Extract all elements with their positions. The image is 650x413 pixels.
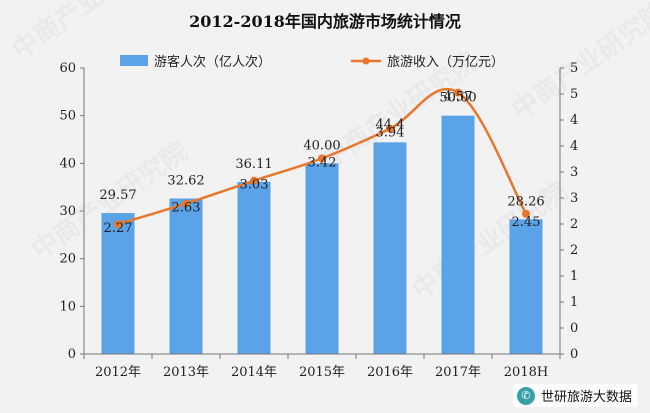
left-axis-tick-label: 20 (59, 252, 76, 267)
revenue-line-point (386, 124, 394, 133)
bar-value-label: 44.4 (376, 117, 405, 132)
revenue-line-point (250, 176, 258, 185)
revenue-line-point (182, 199, 190, 208)
wechat-icon: ✆ (516, 386, 535, 405)
x-axis-label: 2015年 (299, 365, 345, 380)
x-axis-label: 2012年 (95, 365, 141, 380)
right-axis-tick-label: 3 (570, 191, 578, 206)
bar (509, 219, 543, 354)
right-axis: 0 0 1 1 2 2 3 3 4 4 5 5 (559, 61, 578, 362)
x-axis-label: 2014年 (231, 365, 277, 380)
line-value-label: 2.45 (512, 215, 541, 230)
left-axis-tick-label: 0 (68, 347, 76, 362)
right-axis-tick-label: 5 (570, 61, 578, 76)
left-axis: 0 10 20 30 40 50 60 (59, 61, 85, 362)
source-badge-label: 世研旅游大数据 (540, 390, 632, 405)
data-labels: 29.57 32.62 36.11 40.00 44.4 50.00 28.26 2.27 2.… (99, 90, 544, 237)
line-value-label: 2.63 (172, 201, 201, 216)
line-value-label: 3.03 (240, 178, 269, 193)
line-value-label: 3.94 (376, 126, 405, 141)
bar (101, 213, 135, 354)
bar-value-label: 40.00 (303, 138, 340, 153)
revenue-line-point (454, 88, 462, 97)
left-axis-tick-label: 30 (59, 204, 76, 219)
x-axis-label: 2017年 (435, 365, 481, 380)
x-axis: 2012年 2013年 2014年 2015年 2016年 2017年 2018H (83, 353, 561, 380)
legend-line-label: 旅游收入（万亿元） (387, 55, 504, 70)
x-axis-label: 2018H (504, 365, 548, 380)
right-axis-tick-label: 1 (570, 295, 578, 310)
bar-value-label: 29.57 (99, 188, 136, 203)
left-axis-tick-label: 60 (59, 61, 76, 76)
line-value-label: 4.57 (444, 90, 473, 105)
right-axis-tick-label: 0 (570, 347, 578, 362)
bar (169, 198, 203, 354)
bar-value-label: 50.00 (439, 91, 476, 106)
left-axis-tick-label: 10 (59, 299, 76, 314)
right-axis-tick-label: 1 (570, 269, 578, 284)
legend-line-marker (362, 57, 370, 65)
bar (237, 181, 271, 354)
revenue-line (114, 88, 530, 229)
line-value-label: 3.42 (308, 155, 337, 170)
bar (373, 142, 407, 354)
revenue-line-point (318, 154, 326, 163)
bar-value-label: 32.62 (167, 174, 204, 189)
line-value-label: 2.27 (104, 221, 133, 236)
left-axis-tick-label: 40 (59, 156, 76, 171)
left-axis-tick-label: 50 (59, 109, 76, 124)
source-badge: ✆ 世研旅游大数据 (512, 384, 638, 407)
x-axis-label: 2013年 (163, 365, 209, 380)
right-axis-tick-label: 0 (570, 321, 578, 336)
bar (441, 115, 475, 355)
right-axis-tick-label: 5 (570, 87, 578, 102)
right-axis-tick-label: 2 (570, 217, 578, 232)
right-axis-tick-label: 3 (570, 165, 578, 180)
bar-value-label: 28.26 (507, 194, 544, 209)
revenue-line-point (522, 209, 530, 218)
right-axis-tick-label: 4 (570, 139, 578, 154)
legend-bar-swatch (120, 55, 148, 66)
legend-bar-label: 游客人次（亿人次） (154, 54, 271, 70)
right-axis-tick-label: 2 (570, 243, 578, 258)
legend: 游客人次（亿人次） 旅游收入（万亿元） (120, 54, 504, 70)
right-axis-tick-label: 4 (570, 113, 578, 128)
revenue-line-point (114, 220, 122, 229)
x-axis-label: 2016年 (367, 365, 413, 380)
bar-value-label: 36.11 (235, 157, 272, 172)
bar (305, 163, 339, 354)
chart-title: 2012-2018年国内旅游市场统计情况 (189, 12, 461, 31)
bars (101, 115, 543, 355)
